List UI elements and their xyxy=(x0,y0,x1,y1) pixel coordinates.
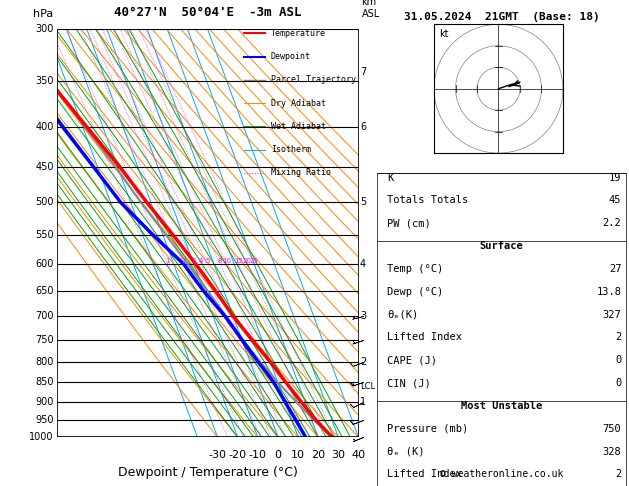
Text: Wet Adiabat: Wet Adiabat xyxy=(271,122,326,131)
Text: Dewp (°C): Dewp (°C) xyxy=(387,287,443,297)
Text: 1000: 1000 xyxy=(29,433,53,442)
Text: 19: 19 xyxy=(609,173,621,183)
Text: Dewpoint / Temperature (°C): Dewpoint / Temperature (°C) xyxy=(118,466,298,479)
Text: 25: 25 xyxy=(250,258,259,264)
Text: 300: 300 xyxy=(35,24,53,34)
Text: 600: 600 xyxy=(35,259,53,269)
Text: -10: -10 xyxy=(249,450,267,460)
Text: 400: 400 xyxy=(35,122,53,132)
Text: Isotherm: Isotherm xyxy=(271,145,311,154)
Text: 0: 0 xyxy=(615,378,621,388)
Text: 8: 8 xyxy=(218,258,223,264)
Text: © weatheronline.co.uk: © weatheronline.co.uk xyxy=(440,469,564,479)
Text: 2: 2 xyxy=(182,258,186,264)
Text: CAPE (J): CAPE (J) xyxy=(387,355,437,365)
Text: 6: 6 xyxy=(360,122,366,132)
Text: 4: 4 xyxy=(360,259,366,269)
Text: 1: 1 xyxy=(360,397,366,407)
Text: 750: 750 xyxy=(35,335,53,345)
Text: Temperature: Temperature xyxy=(271,29,326,38)
Text: Surface: Surface xyxy=(480,241,523,251)
Text: 3: 3 xyxy=(360,312,366,321)
Text: Dry Adiabat: Dry Adiabat xyxy=(271,99,326,107)
Text: 3: 3 xyxy=(192,258,196,264)
Text: 4: 4 xyxy=(199,258,204,264)
Text: PW (cm): PW (cm) xyxy=(387,218,431,228)
Text: 10: 10 xyxy=(222,258,231,264)
Text: Lifted Index: Lifted Index xyxy=(387,332,462,343)
Text: 45: 45 xyxy=(609,195,621,206)
Text: 2: 2 xyxy=(615,469,621,480)
Text: 2: 2 xyxy=(615,332,621,343)
Text: hPa: hPa xyxy=(33,9,53,19)
Text: 2.2: 2.2 xyxy=(603,218,621,228)
Text: 550: 550 xyxy=(35,230,53,240)
Text: 20: 20 xyxy=(243,258,252,264)
Text: 10: 10 xyxy=(291,450,305,460)
Text: 328: 328 xyxy=(603,447,621,457)
Text: 350: 350 xyxy=(35,76,53,87)
Text: Dewpoint: Dewpoint xyxy=(271,52,311,61)
Text: km
ASL: km ASL xyxy=(362,0,380,19)
Text: 40°27'N  50°04'E  -3m ASL: 40°27'N 50°04'E -3m ASL xyxy=(114,6,301,19)
Text: 650: 650 xyxy=(35,286,53,296)
Text: -20: -20 xyxy=(229,450,247,460)
Text: 31.05.2024  21GMT  (Base: 18): 31.05.2024 21GMT (Base: 18) xyxy=(404,12,599,22)
Text: 450: 450 xyxy=(35,162,53,172)
Text: θₑ(K): θₑ(K) xyxy=(387,310,418,320)
Text: 30: 30 xyxy=(331,450,345,460)
Text: 500: 500 xyxy=(35,197,53,208)
Text: -30: -30 xyxy=(209,450,226,460)
Text: 0: 0 xyxy=(274,450,282,460)
Text: Most Unstable: Most Unstable xyxy=(461,401,542,411)
Text: LCL: LCL xyxy=(360,382,375,391)
Text: 15: 15 xyxy=(234,258,243,264)
Text: 1: 1 xyxy=(165,258,170,264)
Text: 5: 5 xyxy=(205,258,209,264)
Text: Totals Totals: Totals Totals xyxy=(387,195,468,206)
Text: θₑ (K): θₑ (K) xyxy=(387,447,425,457)
Text: 5: 5 xyxy=(360,197,366,208)
Text: 850: 850 xyxy=(35,377,53,387)
Text: K: K xyxy=(387,173,393,183)
Text: 13.8: 13.8 xyxy=(596,287,621,297)
Text: 0: 0 xyxy=(615,355,621,365)
Text: 40: 40 xyxy=(352,450,365,460)
Text: Pressure (mb): Pressure (mb) xyxy=(387,424,468,434)
Text: 800: 800 xyxy=(35,357,53,367)
Text: Lifted Index: Lifted Index xyxy=(387,469,462,480)
Text: Temp (°C): Temp (°C) xyxy=(387,264,443,274)
Text: CIN (J): CIN (J) xyxy=(387,378,431,388)
Text: 20: 20 xyxy=(311,450,325,460)
Text: Mixing Ratio: Mixing Ratio xyxy=(271,168,331,177)
Text: 7: 7 xyxy=(360,67,366,77)
Text: 950: 950 xyxy=(35,415,53,425)
Text: 700: 700 xyxy=(35,312,53,321)
Text: 900: 900 xyxy=(35,397,53,407)
Text: 327: 327 xyxy=(603,310,621,320)
Text: 750: 750 xyxy=(603,424,621,434)
Text: kt: kt xyxy=(439,30,448,39)
Text: 27: 27 xyxy=(609,264,621,274)
Text: Parcel Trajectory: Parcel Trajectory xyxy=(271,75,356,84)
Text: 2: 2 xyxy=(360,357,366,367)
